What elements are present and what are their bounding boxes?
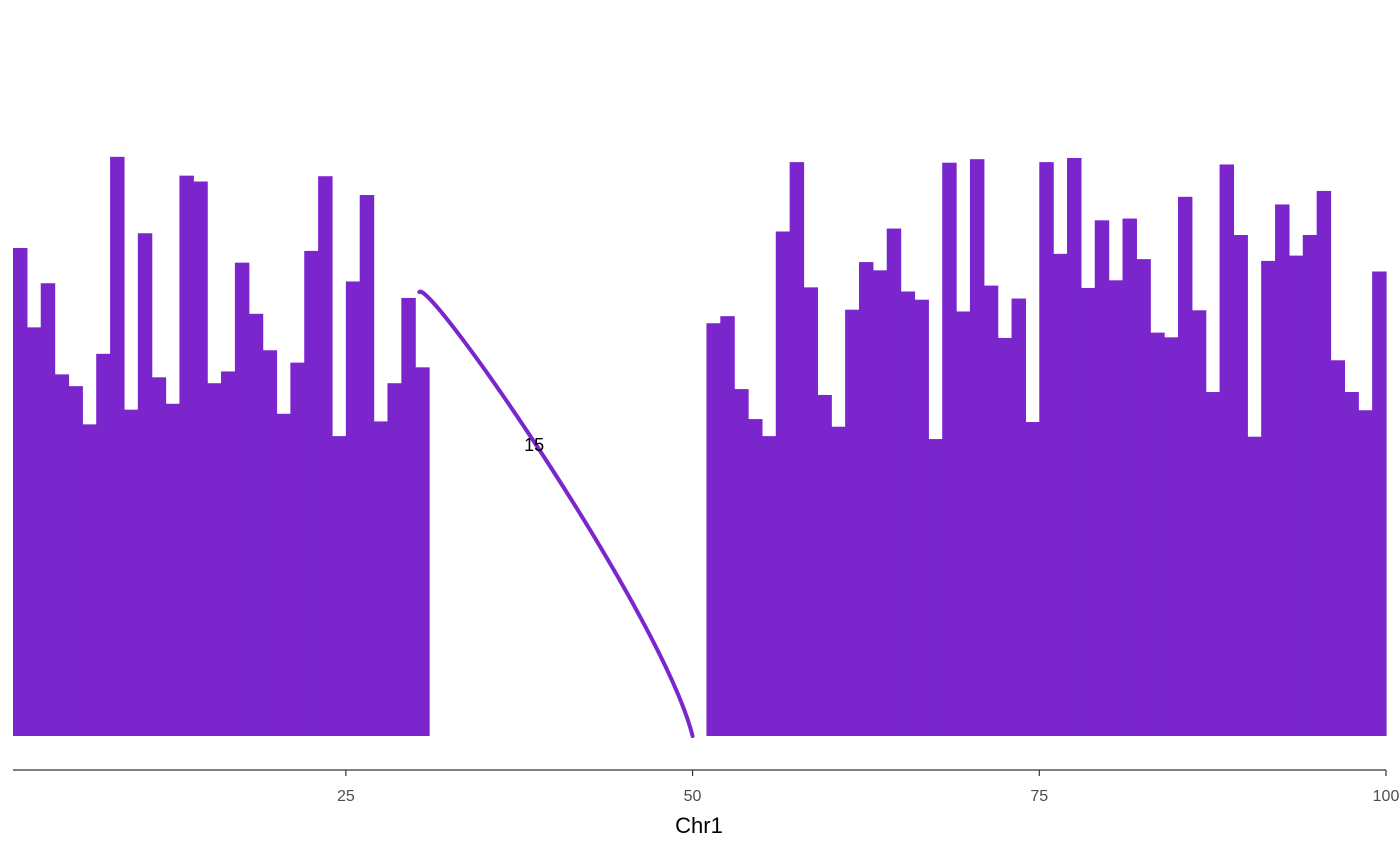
bar — [1316, 190, 1332, 736]
bar — [1358, 410, 1373, 736]
bar — [775, 231, 791, 736]
bar — [82, 424, 97, 736]
bar — [359, 195, 375, 737]
bar — [151, 377, 167, 736]
bar — [734, 389, 749, 736]
bar — [1330, 360, 1345, 736]
bar — [1344, 392, 1359, 736]
bar — [1275, 204, 1290, 736]
bar — [110, 156, 125, 736]
bar — [1025, 422, 1040, 736]
bar — [1164, 337, 1179, 736]
bar — [1191, 310, 1207, 736]
bar — [234, 262, 250, 736]
bar — [304, 250, 319, 736]
bar — [1288, 255, 1304, 736]
bar — [137, 233, 153, 736]
bar — [1039, 162, 1054, 736]
bar — [1094, 220, 1110, 737]
bar — [96, 353, 111, 736]
arc-label: 15 — [524, 435, 544, 455]
bar — [1372, 271, 1387, 736]
bar — [318, 176, 333, 736]
link-arc — [417, 289, 695, 738]
bar — [886, 228, 902, 736]
bar — [1136, 259, 1151, 736]
bar — [1011, 298, 1027, 736]
bar — [803, 287, 818, 736]
bar — [54, 374, 70, 736]
bar — [817, 394, 832, 736]
bar — [1122, 218, 1137, 736]
bar — [262, 350, 278, 736]
bar — [26, 327, 42, 736]
bar — [1233, 235, 1248, 737]
bar — [997, 337, 1013, 736]
bar — [123, 409, 139, 736]
bar — [1205, 392, 1221, 736]
bar — [969, 159, 985, 736]
bar — [1177, 196, 1193, 736]
bar — [1108, 280, 1124, 736]
bar — [845, 309, 860, 736]
bar — [900, 291, 916, 736]
bar — [401, 297, 416, 736]
bar — [179, 175, 194, 737]
bar — [1261, 260, 1276, 736]
x-tick-label: 50 — [684, 788, 702, 805]
bar — [858, 262, 874, 736]
bar — [165, 403, 181, 736]
bar — [345, 281, 361, 736]
arcs-layer: 15 — [417, 289, 695, 738]
bar — [221, 371, 236, 736]
x-axis-ticks: 25 50 75 100 — [337, 770, 1399, 805]
x-tick-label: 75 — [1030, 788, 1048, 805]
bar — [276, 413, 291, 736]
bar — [1219, 164, 1235, 737]
bar — [68, 386, 83, 736]
x-axis-title: Chr1 — [675, 813, 723, 838]
bar — [1247, 436, 1262, 736]
bar — [1302, 235, 1318, 737]
bar — [373, 421, 389, 736]
x-tick-label: 100 — [1373, 788, 1400, 805]
bars-layer — [13, 156, 1387, 737]
bar — [761, 436, 777, 736]
bar — [387, 383, 402, 736]
bar — [331, 436, 347, 736]
x-tick-label: 25 — [337, 788, 355, 805]
bar — [942, 162, 957, 736]
bar — [1150, 332, 1165, 736]
bar — [193, 181, 208, 737]
bar — [1080, 287, 1096, 736]
bar — [1067, 157, 1082, 737]
bar — [789, 162, 805, 736]
bar — [872, 270, 888, 736]
bar — [40, 283, 56, 736]
bar — [831, 426, 846, 736]
bar — [956, 311, 971, 736]
bar — [13, 247, 28, 736]
bar — [748, 419, 763, 736]
bar — [248, 313, 264, 736]
bar — [983, 285, 999, 736]
bar — [415, 367, 430, 736]
bar — [914, 299, 929, 736]
bar — [928, 439, 943, 736]
bar — [720, 316, 735, 736]
bar — [290, 362, 305, 736]
bar — [706, 323, 721, 736]
bar — [207, 383, 222, 736]
bar — [1053, 253, 1068, 736]
